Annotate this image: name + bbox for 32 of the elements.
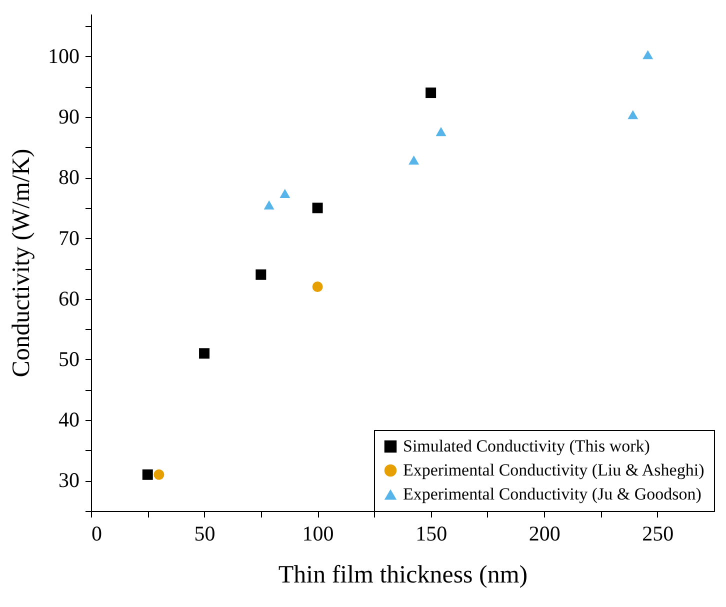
point [142, 469, 153, 480]
legend-label: Experimental Conductivity (Liu & Asheghi) [403, 460, 704, 480]
point [436, 127, 446, 136]
point [312, 282, 323, 292]
legend-label: Experimental Conductivity (Ju & Goodson) [403, 484, 702, 504]
y-tick-label: 90 [58, 104, 80, 129]
x-tick-label: 50 [194, 522, 216, 546]
point [280, 188, 290, 198]
point [642, 50, 654, 60]
legend-label: Simulated Conductivity (This work) [403, 436, 650, 456]
y-tick-label: 40 [58, 408, 80, 432]
point [256, 269, 266, 280]
x-axis-title: Thin film thickness (nm) [278, 562, 528, 588]
point [628, 110, 638, 120]
point [426, 88, 436, 98]
x-tick-label: 200 [528, 522, 560, 546]
y-tick-label: 60 [58, 286, 80, 310]
point [408, 156, 420, 165]
x-tick-label: 0 [92, 522, 102, 546]
point [312, 202, 323, 214]
point [264, 200, 274, 210]
y-axis-title: Conductivity (W/m/K) [8, 148, 35, 378]
x-tick-label: 250 [642, 522, 674, 546]
y-tick-label: 70 [58, 226, 80, 250]
point [154, 469, 164, 480]
y-tick-label: 100 [48, 44, 80, 68]
y-tick-label: 30 [58, 468, 80, 492]
x-tick-label: 150 [416, 522, 448, 546]
y-tick-label: 80 [58, 165, 80, 190]
point [199, 348, 210, 359]
y-tick-label: 50 [58, 346, 80, 371]
x-tick-label: 100 [302, 522, 334, 546]
